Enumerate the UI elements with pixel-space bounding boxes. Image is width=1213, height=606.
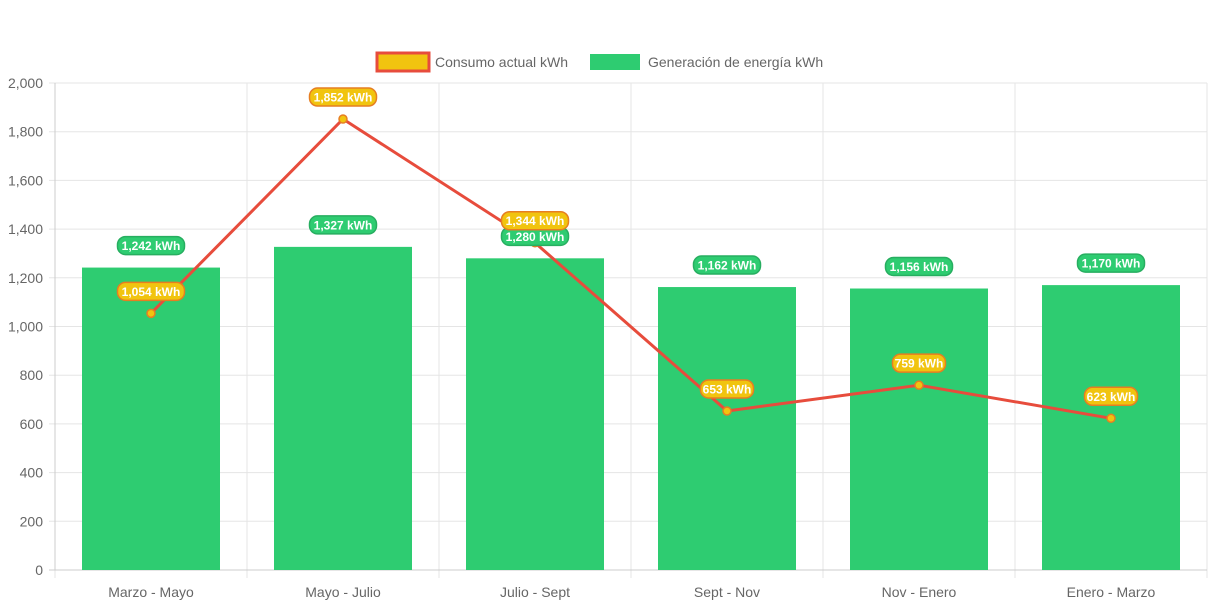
point-consumo — [1106, 413, 1116, 424]
line-value-label-bg — [1083, 386, 1139, 407]
bar-value-label-text: 1,242 kWh — [122, 239, 181, 253]
bar-generacion — [658, 287, 796, 570]
line-value-label-text: 653 kWh — [703, 382, 752, 396]
bar-generacion — [466, 258, 604, 570]
y-tick-label: 2,000 — [8, 75, 43, 91]
legend-swatch-consumo[interactable] — [375, 51, 431, 73]
line-value-label: 1,054 kWh — [116, 281, 186, 302]
legend-label-generacion[interactable]: Generación de energía kWh — [648, 54, 823, 70]
x-tick-label: Enero - Marzo — [1067, 584, 1156, 600]
bar-value-label-text: 1,162 kWh — [698, 259, 757, 273]
bar-value-label: 1,162 kWh — [692, 255, 762, 275]
line-value-label: 623 kWh — [1083, 386, 1139, 407]
bar-value-label-text: 1,170 kWh — [1082, 257, 1141, 271]
bar-value-label-bg — [1076, 253, 1146, 273]
bar-value-label-bg — [116, 235, 186, 256]
y-tick-label: 400 — [20, 465, 44, 481]
y-tick-label: 1,200 — [8, 270, 43, 286]
bar-generacion — [274, 246, 412, 571]
axes: 0 200 400 600 800 1,000 1,200 1,400 1,600 1,800 2,… — [8, 75, 1207, 600]
bar-generacion — [1042, 285, 1180, 570]
bar-value-label-bg — [692, 255, 762, 275]
y-tick-label: 200 — [20, 513, 44, 529]
gridlines — [49, 82, 1208, 578]
bar-value-label-text: 1,327 kWh — [314, 218, 373, 232]
line-value-label-bg — [308, 87, 378, 107]
line-value-label-bg — [891, 353, 947, 373]
point-consumo — [338, 114, 348, 124]
legend-label-consumo[interactable]: Consumo actual kWh — [435, 54, 568, 70]
line-value-label-text: 759 kWh — [895, 357, 944, 371]
bar-series — [82, 246, 1180, 571]
bar-value-label: 1,280 kWh — [500, 226, 570, 247]
line-value-label: 653 kWh — [699, 379, 755, 399]
y-tick-label: 0 — [35, 562, 43, 578]
y-tick-label: 1,000 — [8, 319, 43, 335]
bar-value-label-bg — [884, 256, 954, 277]
point-consumo — [722, 406, 732, 416]
bar-generacion — [850, 288, 988, 570]
point-consumo — [146, 308, 156, 319]
line-value-label: 1,344 kWh — [500, 210, 570, 231]
line-value-label-bg — [699, 379, 755, 399]
data-labels: 1,242 kWh 1,327 kWh 1,280 kWh 1,162 kWh 1,15… — [116, 87, 1146, 407]
line-value-label-text: 623 kWh — [1087, 390, 1136, 404]
line-value-label-text: 1,344 kWh — [506, 214, 565, 228]
x-tick-label: Marzo - Mayo — [108, 584, 194, 600]
bar-value-label: 1,156 kWh — [884, 256, 954, 277]
bar-value-label: 1,327 kWh — [308, 215, 378, 235]
y-tick-label: 800 — [20, 367, 44, 383]
line-consumo — [149, 117, 1112, 420]
point-consumo — [914, 380, 924, 390]
x-tick-label: Julio - Sept — [500, 584, 570, 600]
bar-value-label-bg — [308, 215, 378, 235]
y-tick-label: 1,800 — [8, 124, 43, 140]
line-value-label: 759 kWh — [891, 353, 947, 373]
x-tick-label: Nov - Enero — [882, 584, 957, 600]
line-value-label-text: 1,054 kWh — [122, 285, 181, 299]
line-value-label-text: 1,852 kWh — [314, 91, 373, 105]
line-value-label-bg — [116, 281, 186, 302]
x-tick-label: Sept - Nov — [694, 584, 760, 600]
bar-value-label: 1,170 kWh — [1076, 253, 1146, 273]
line-value-label-bg — [500, 210, 570, 231]
y-tick-label: 1,400 — [8, 221, 43, 237]
x-tick-label: Mayo - Julio — [305, 584, 381, 600]
line-value-label: 1,852 kWh — [308, 87, 378, 107]
bar-value-label-text: 1,156 kWh — [890, 260, 949, 274]
y-tick-label: 1,600 — [8, 172, 43, 188]
legend-swatch-generacion[interactable] — [590, 54, 640, 70]
bar-value-label: 1,242 kWh — [116, 235, 186, 256]
y-tick-label: 600 — [20, 416, 44, 432]
chart-legend: Consumo actual kWh Generación de energía… — [375, 51, 823, 73]
bar-value-label-text: 1,280 kWh — [506, 230, 565, 244]
